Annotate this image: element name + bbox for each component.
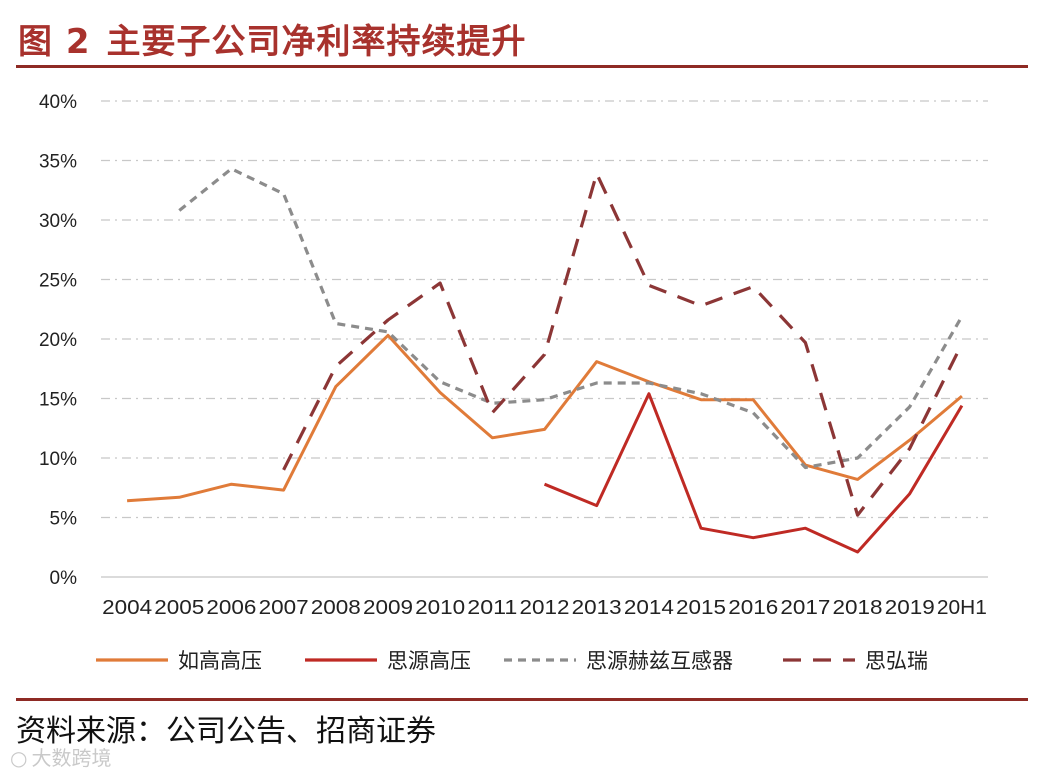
y-tick-label: 25% xyxy=(39,271,77,292)
legend-label: 思弘瑞 xyxy=(865,649,928,673)
series-3 xyxy=(178,167,964,470)
figure-title-text: 主要子公司净利率持续提升 xyxy=(106,22,527,62)
x-tick-label: 2011 xyxy=(467,597,517,619)
x-tick-label: 2007 xyxy=(259,597,309,619)
y-tick-label: 0% xyxy=(50,568,78,589)
watermark-text: 大数跨境 xyxy=(31,746,112,770)
legend-label: 思源赫兹互感器 xyxy=(586,649,733,673)
y-tick-label: 10% xyxy=(39,449,77,470)
watermark: ○ 大数跨境 xyxy=(10,742,111,771)
chart-legend: 如高高压 思源高压 思源赫兹互感器 思弘瑞 xyxy=(96,649,928,673)
x-tick-label: 2004 xyxy=(102,597,152,619)
legend-label: 如高高压 xyxy=(178,649,262,673)
x-tick-label: 2013 xyxy=(572,597,622,619)
x-tick-label: 2010 xyxy=(415,597,465,619)
x-tick-label: 2017 xyxy=(780,597,830,619)
series-line xyxy=(543,392,964,554)
grid-lines xyxy=(101,100,988,578)
series-2 xyxy=(543,392,964,554)
series-line xyxy=(282,172,964,517)
line-chart: 0%5%10%15%20%25%30%35%40% 2004 2005 2006 20… xyxy=(39,92,988,673)
y-tick-label: 35% xyxy=(39,152,77,173)
x-tick-label: 2019 xyxy=(885,597,935,619)
y-tick-label: 30% xyxy=(39,211,77,232)
x-tick-label: 2015 xyxy=(676,597,726,619)
x-tick-label: 2008 xyxy=(311,597,361,619)
y-tick-label: 20% xyxy=(39,330,77,351)
series-line xyxy=(126,333,963,503)
series-1 xyxy=(126,333,963,503)
x-tick-label: 2012 xyxy=(520,597,570,619)
title-divider xyxy=(16,65,1028,68)
legend-label: 思源高压 xyxy=(387,649,471,673)
y-axis-ticks: 0% 5% 10% 15% 20% 25% 30% 35% 40% xyxy=(39,92,77,589)
footer-divider xyxy=(16,698,1028,701)
watermark-logo-icon: ○ xyxy=(10,746,28,770)
x-tick-label: 2014 xyxy=(624,597,674,619)
figure-number: 图 2 xyxy=(18,22,91,62)
x-tick-label: 2006 xyxy=(206,597,256,619)
x-tick-label: 2016 xyxy=(728,597,778,619)
x-tick-label: 20H1 xyxy=(937,597,987,619)
y-tick-label: 15% xyxy=(39,390,77,411)
series-lines xyxy=(126,167,964,554)
x-tick-label: 2018 xyxy=(833,597,883,619)
x-tick-label: 2005 xyxy=(154,597,204,619)
x-tick-label: 2009 xyxy=(363,597,413,619)
series-4 xyxy=(282,172,964,517)
x-axis-ticks: 2004 2005 2006 2007 2008 2009 2010 2011 2012 2013… xyxy=(102,597,987,619)
source-note: 资料来源：公司公告、招商证券 xyxy=(16,714,436,749)
y-tick-label: 5% xyxy=(50,509,78,530)
series-line xyxy=(178,167,964,470)
y-tick-label: 40% xyxy=(39,92,77,113)
figure-title: 图 2 主要子公司净利率持续提升 xyxy=(18,14,527,63)
